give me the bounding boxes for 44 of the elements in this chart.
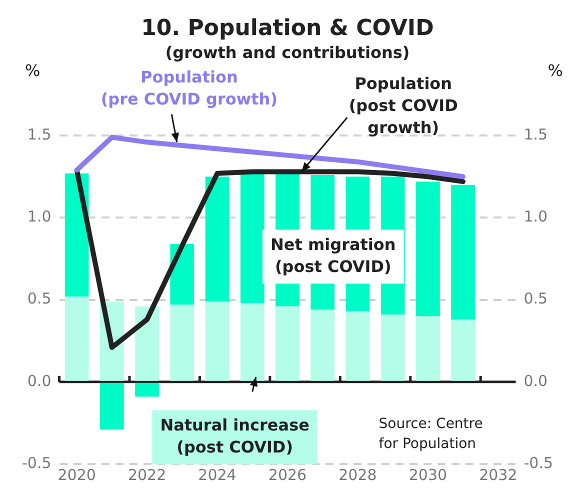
y2-tick-label: 0.5 xyxy=(524,290,548,308)
y-tick-label: 1.5 xyxy=(27,125,52,144)
x-tick-label: 2026 xyxy=(268,466,307,484)
bar xyxy=(135,382,159,397)
bar xyxy=(380,314,405,381)
text: Population (post COVID growth) xyxy=(348,74,458,137)
bar xyxy=(416,316,440,381)
bar xyxy=(416,182,440,316)
bar xyxy=(276,306,300,381)
series-label: Net migration (post COVID) xyxy=(270,234,396,276)
y-tick-label: 0.0 xyxy=(27,372,52,390)
y-tick-label: 0.5 xyxy=(27,290,52,308)
x-tick-label: 2022 xyxy=(128,466,166,484)
x-tick-label: 2032 xyxy=(479,466,518,484)
bar xyxy=(100,382,124,430)
chart-title: 10. Population & COVID xyxy=(141,16,434,41)
y2-axis-title: % xyxy=(548,60,563,80)
x-tick-label: 2024 xyxy=(198,466,236,484)
bar xyxy=(205,301,230,381)
bar xyxy=(346,311,370,381)
bar xyxy=(135,306,159,381)
y2-tick-label: 1.0 xyxy=(524,208,548,226)
bar xyxy=(64,173,89,297)
bar xyxy=(451,320,475,381)
bar xyxy=(205,176,230,302)
annotation: Source: Centre for Population xyxy=(378,416,483,452)
series-label: Population (pre COVID growth) xyxy=(100,67,278,108)
y-axis-title: % xyxy=(25,60,40,80)
bar xyxy=(451,184,475,320)
bar xyxy=(64,296,89,381)
y2-tick-label: 0.0 xyxy=(524,372,548,390)
y2-tick-label: -0.5 xyxy=(524,454,554,472)
text: Natural increase (post COVID) xyxy=(160,415,310,456)
bar xyxy=(240,303,264,381)
y2-tick-label: 1.5 xyxy=(524,125,548,144)
x-tick-label: 2028 xyxy=(338,466,377,484)
y-tick-label: 1.0 xyxy=(27,208,52,226)
bar xyxy=(170,304,194,381)
x-tick-label: 2030 xyxy=(408,466,448,484)
y-tick-label: -0.5 xyxy=(22,454,52,472)
bar xyxy=(310,310,335,381)
chart-subtitle: (growth and contributions) xyxy=(165,43,410,62)
x-tick-label: 2020 xyxy=(58,466,96,484)
bar xyxy=(240,173,264,304)
